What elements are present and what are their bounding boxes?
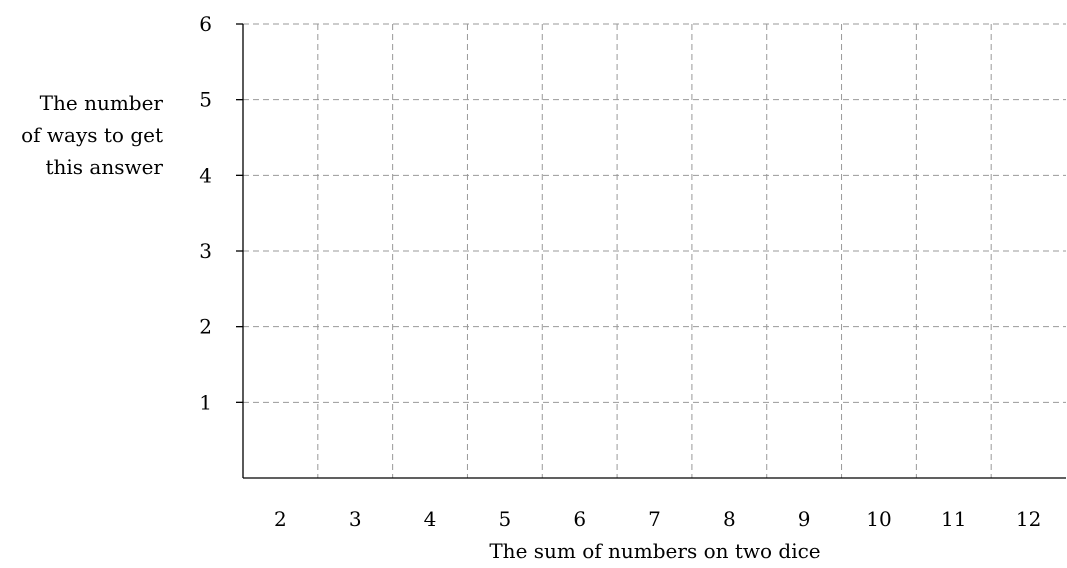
x-tick-label: 4 [424,507,437,531]
y-tick-label: 3 [199,239,212,263]
x-tick-label: 3 [349,507,362,531]
x-tick-label: 7 [648,507,661,531]
x-tick-label: 2 [274,507,287,531]
y-tick-label: 1 [199,390,212,414]
y-tick-label: 5 [199,88,212,112]
x-axis-label: The sum of numbers on two dice [489,539,820,563]
y-axis-label-line: The number [40,91,164,115]
x-tick-label: 11 [941,507,966,531]
x-tick-labels: 2 3 4 5 6 7 8 9 10 11 12 [274,507,1041,531]
axes [236,23,1066,479]
y-axis-label-line: of ways to get [21,123,163,147]
x-tick-label: 10 [866,507,891,531]
x-tick-label: 9 [798,507,811,531]
x-tick-label: 12 [1016,507,1041,531]
grid [243,23,1066,478]
x-tick-label: 5 [498,507,511,531]
y-axis-label: The number of ways to get this answer [21,91,163,179]
y-tick-label: 2 [199,315,212,339]
y-axis-label-line: this answer [45,155,163,179]
x-tick-label: 8 [723,507,736,531]
y-tick-labels: 1 2 3 4 5 6 [199,12,212,414]
y-tick-label: 4 [199,163,212,187]
y-tick-label: 6 [199,12,212,36]
x-tick-label: 6 [573,507,586,531]
